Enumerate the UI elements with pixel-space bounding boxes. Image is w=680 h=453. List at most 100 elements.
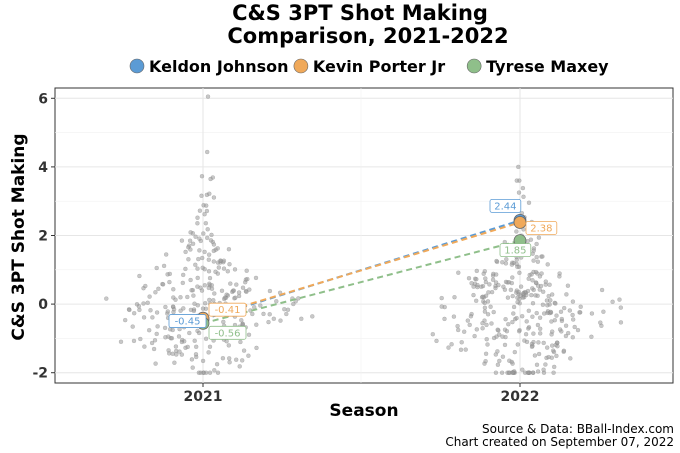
background-point — [282, 307, 287, 312]
background-point — [199, 193, 204, 199]
background-point — [153, 290, 158, 295]
background-point — [504, 257, 509, 262]
legend-swatch — [466, 58, 482, 74]
background-point — [261, 311, 266, 317]
background-point — [195, 266, 200, 271]
background-point — [207, 191, 212, 196]
background-point — [253, 275, 259, 281]
background-point — [549, 355, 554, 360]
background-point — [171, 287, 176, 292]
background-point — [474, 268, 479, 274]
background-point — [533, 293, 538, 298]
background-point — [452, 295, 457, 300]
background-point — [489, 321, 494, 326]
background-point — [152, 338, 158, 343]
background-point — [239, 318, 244, 323]
background-point — [170, 351, 175, 356]
background-point — [550, 329, 555, 334]
background-point — [178, 295, 183, 300]
value-label-text: -0.45 — [175, 317, 201, 328]
background-point — [250, 311, 255, 317]
background-point — [491, 335, 497, 341]
background-point — [480, 294, 485, 299]
background-point — [216, 265, 222, 270]
background-point — [240, 285, 246, 290]
background-point — [571, 317, 576, 322]
series-line-1 — [202, 221, 521, 320]
background-point — [258, 303, 263, 308]
background-point — [211, 298, 216, 303]
background-point — [236, 293, 242, 299]
background-point — [537, 287, 542, 292]
chart-title-line-2: Comparison, 2021-2022 — [227, 24, 508, 48]
legend-swatch — [129, 58, 145, 74]
background-point — [610, 299, 615, 304]
background-point — [195, 303, 201, 308]
background-point — [485, 342, 490, 347]
background-point — [231, 288, 237, 293]
background-point — [524, 339, 530, 345]
connector-lines — [202, 219, 521, 325]
background-point — [516, 164, 521, 170]
background-point — [495, 327, 500, 332]
value-label-text: 2.44 — [494, 201, 516, 212]
background-point — [154, 331, 159, 337]
background-point — [165, 309, 171, 314]
background-point — [482, 300, 487, 306]
value-label-text: 1.85 — [504, 246, 526, 257]
background-point — [267, 288, 273, 294]
background-point — [523, 332, 529, 337]
background-point — [504, 329, 510, 334]
background-point — [561, 348, 567, 353]
background-point — [510, 370, 515, 375]
background-point — [516, 289, 521, 295]
value-label-box — [525, 221, 558, 235]
background-point — [490, 273, 496, 278]
background-point — [535, 322, 541, 328]
background-point — [221, 258, 227, 263]
background-point — [271, 316, 276, 321]
background-point — [187, 330, 192, 336]
background-point — [536, 340, 541, 345]
caption-source: Source & Data: BBall-Index.com — [482, 422, 674, 436]
background-point — [514, 229, 519, 234]
background-point — [516, 190, 522, 195]
background-point — [491, 309, 496, 315]
background-point — [212, 368, 217, 373]
background-point — [193, 344, 199, 349]
background-point — [493, 370, 499, 375]
background-point — [495, 362, 501, 367]
background-point — [565, 283, 571, 288]
caption-date: Chart created on September 07, 2022 — [445, 435, 674, 449]
background-point — [496, 282, 501, 288]
x-tick-label: 2022 — [501, 389, 540, 405]
background-point — [161, 263, 167, 269]
background-point — [572, 324, 577, 330]
background-point — [192, 338, 197, 343]
background-point — [459, 340, 464, 345]
background-point — [468, 314, 474, 319]
background-point — [211, 248, 217, 254]
background-point — [430, 332, 435, 337]
y-axis-title: C&S 3PT Shot Making — [9, 133, 29, 340]
background-point — [247, 287, 252, 292]
background-point — [530, 314, 535, 319]
background-point — [510, 319, 515, 325]
background-point — [203, 336, 209, 341]
background-point — [204, 208, 210, 214]
background-point — [530, 286, 535, 291]
background-point — [550, 343, 555, 348]
background-point — [526, 200, 532, 206]
x-axis: 2021 2022 — [184, 383, 540, 405]
background-point — [534, 241, 539, 247]
value-label-1-0: -0.41 — [208, 302, 247, 317]
background-point — [160, 282, 166, 287]
background-point — [170, 327, 175, 333]
plot-area: -0.45 2.44 -0.41 2.38 -0.56 1.85 — [54, 87, 674, 384]
legend-item-1: Kevin Porter Jr — [293, 57, 445, 76]
background-point — [514, 315, 519, 321]
background-point — [211, 195, 217, 200]
value-label-box — [499, 243, 532, 258]
background-point — [537, 315, 543, 320]
